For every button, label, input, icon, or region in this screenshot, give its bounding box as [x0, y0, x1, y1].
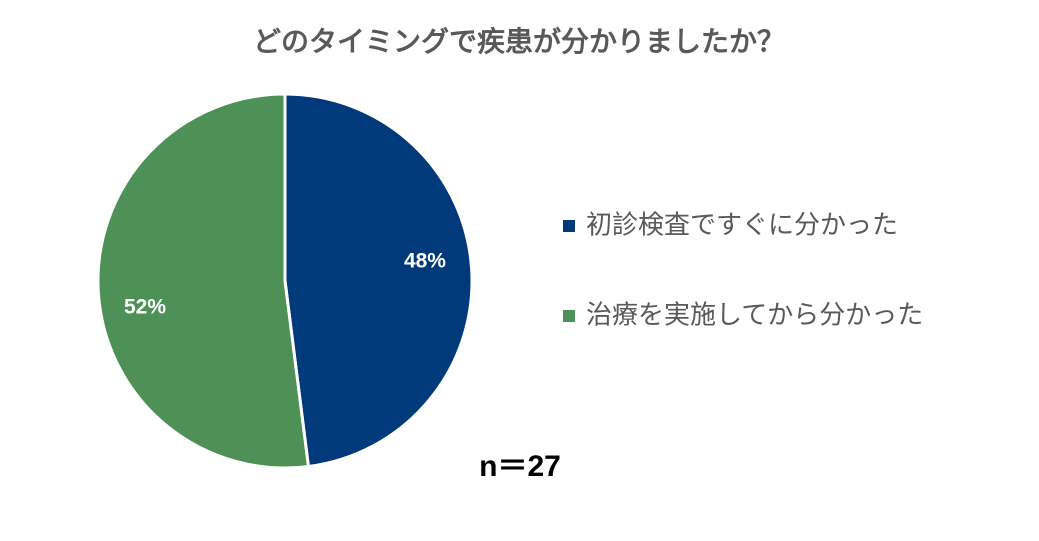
legend-marker: [563, 220, 575, 232]
pie-slice: [283, 92, 474, 469]
legend-marker: [563, 310, 575, 322]
data-label: 48%: [404, 250, 446, 273]
pie-slice: [96, 92, 311, 470]
sample-size: n＝27: [479, 450, 561, 483]
legend-label: 治療を実施してから分かった: [586, 301, 923, 331]
data-label: 52%: [124, 295, 166, 318]
legend-label: 初診検査ですぐに分かった: [586, 211, 898, 241]
chart-title: どのタイミングで疾患が分かりましたか？: [253, 25, 785, 58]
